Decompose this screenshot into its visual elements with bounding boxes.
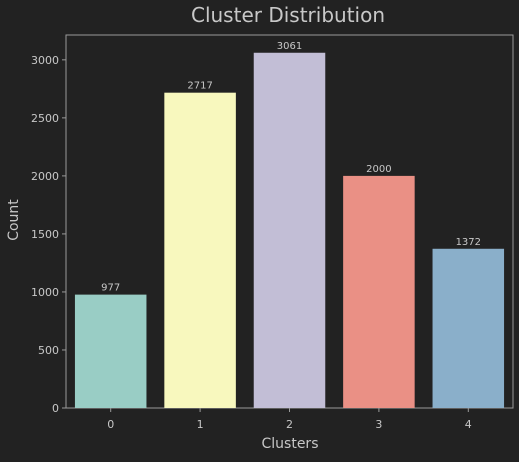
bar-cluster-3 [343,175,415,408]
x-tick-label: 4 [465,418,472,431]
bar-cluster-1 [164,92,236,409]
y-ticks-group: 0 500 1000 1500 2000 2500 3000 [31,54,66,415]
y-tick-label: 2500 [31,112,59,125]
y-tick-label: 1500 [31,228,59,241]
y-axis-label: Count [6,199,22,241]
y-tick-label: 0 [52,402,59,415]
bar-value-label: 2000 [366,164,391,175]
y-tick-label: 500 [38,344,59,357]
x-tick-label: 2 [286,418,293,431]
chart-title: Cluster Distribution [191,3,385,27]
bar-cluster-2 [253,52,326,408]
bar-value-label: 2717 [187,81,212,92]
bar-labels-group: 977 2717 3061 2000 1372 [101,41,481,294]
y-tick-label: 3000 [31,54,59,67]
y-tick-label: 2000 [31,170,59,183]
bar-value-label: 3061 [277,41,302,52]
bar-cluster-4 [432,248,505,408]
bars-group [74,52,505,409]
x-tick-label: 3 [375,418,382,431]
y-tick-label: 1000 [31,286,59,299]
x-axis-label: Clusters [262,436,319,452]
bar-cluster-0 [74,294,147,408]
x-ticks-group: 0 1 2 3 4 [107,408,472,431]
bar-value-label: 977 [101,283,120,294]
bar-value-label: 1372 [456,237,481,248]
x-tick-label: 1 [197,418,204,431]
x-tick-label: 0 [107,418,114,431]
